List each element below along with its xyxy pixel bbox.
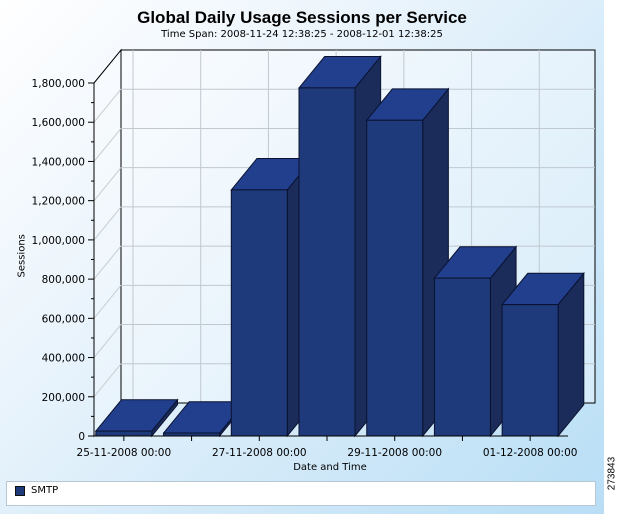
- svg-text:200,000: 200,000: [42, 392, 85, 404]
- legend-label: SMTP: [31, 485, 59, 496]
- svg-text:27-11-2008 00:00: 27-11-2008 00:00: [212, 447, 307, 459]
- svg-text:800,000: 800,000: [42, 274, 85, 286]
- svg-text:1,800,000: 1,800,000: [32, 78, 85, 90]
- legend: SMTP: [6, 481, 596, 506]
- legend-item-smtp[interactable]: SMTP: [15, 485, 58, 496]
- figure-id: 273843: [604, 440, 619, 514]
- svg-text:25-11-2008 00:00: 25-11-2008 00:00: [77, 447, 172, 459]
- svg-text:01-12-2008 00:00: 01-12-2008 00:00: [483, 447, 578, 459]
- svg-text:1,200,000: 1,200,000: [32, 196, 85, 208]
- legend-swatch: [15, 485, 25, 496]
- x-axis-label: Date and Time: [293, 462, 367, 473]
- bar[interactable]: [365, 87, 450, 438]
- svg-text:1,600,000: 1,600,000: [32, 117, 85, 129]
- svg-text:400,000: 400,000: [42, 353, 85, 365]
- svg-text:0: 0: [78, 431, 85, 443]
- chart-subtitle: Time Span: 2008-11-24 12:38:25 - 2008-12…: [161, 29, 443, 40]
- x-axis: 25-11-2008 00:00 27-11-2008 00:00 29-11-20…: [77, 435, 578, 459]
- svg-text:600,000: 600,000: [42, 313, 85, 325]
- bar[interactable]: [94, 398, 179, 438]
- svg-text:29-11-2008 00:00: 29-11-2008 00:00: [347, 447, 442, 459]
- bar[interactable]: [501, 271, 585, 438]
- svg-text:1,000,000: 1,000,000: [32, 235, 85, 247]
- y-axis-label: Sessions: [16, 234, 28, 278]
- y-axis: 0 200,000 400,000 600,000 800,000 1,000,000 1,…: [32, 78, 95, 443]
- bars: [94, 55, 585, 438]
- chart-title: Global Daily Usage Sessions per Service: [137, 8, 467, 27]
- plot-area: 0 200,000 400,000 600,000 800,000 1,000,000 1,…: [32, 48, 596, 459]
- figure-id-text: 273843: [606, 456, 618, 491]
- svg-text:1,400,000: 1,400,000: [32, 156, 85, 168]
